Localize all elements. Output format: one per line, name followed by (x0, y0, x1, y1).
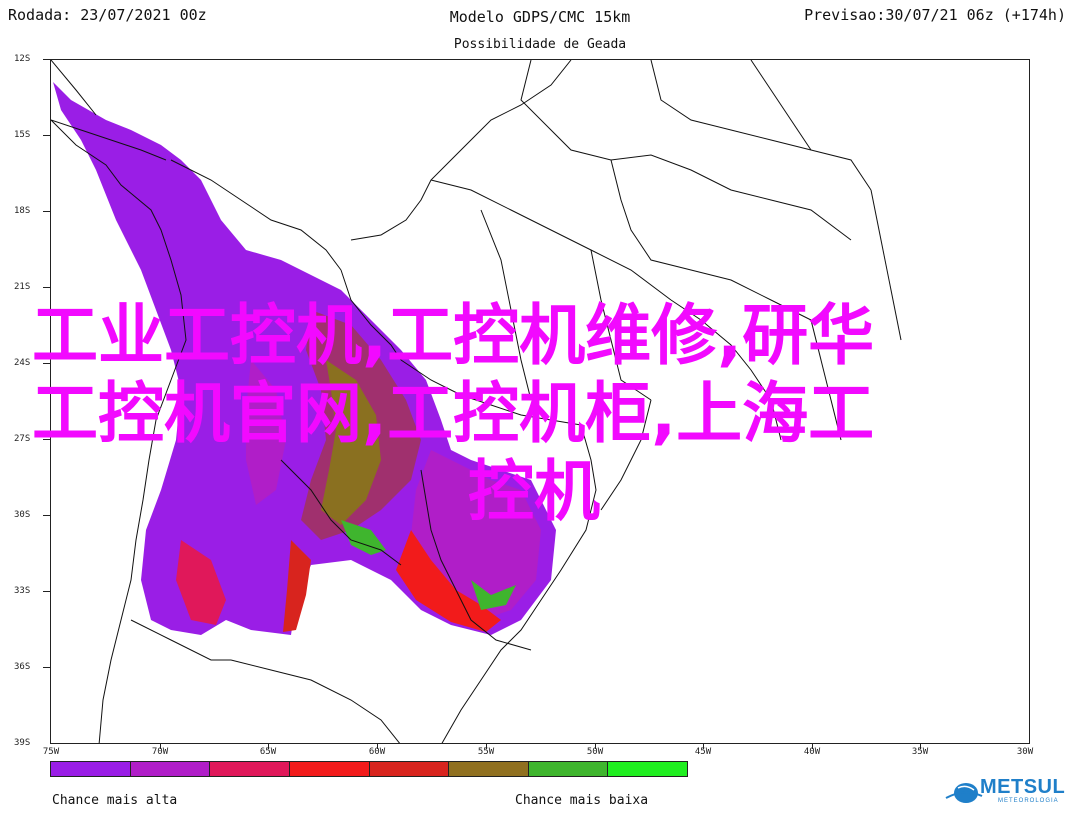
frost-probability-field (53, 82, 556, 635)
lat-tick (43, 211, 50, 212)
forecast-label: Previsao:30/07/21 06z (+174h) (804, 6, 1066, 24)
logo-name: METSUL (980, 776, 1066, 798)
lon-tick (703, 744, 704, 749)
lon-tick (486, 744, 487, 749)
color-scale-segment (289, 762, 370, 776)
lat-label: 33S (14, 586, 31, 596)
color-scale-bar (50, 761, 688, 777)
lon-label: 45W (694, 747, 712, 757)
lon-tick (920, 744, 921, 749)
model-label: Modelo GDPS/CMC 15km (449, 8, 631, 26)
legend-low-chance-label: Chance mais baixa (515, 793, 649, 808)
lat-label: 12S (14, 54, 31, 64)
watermark-line: 工业工控机,工控机维修,研华 (32, 297, 875, 374)
lat-tick (43, 515, 50, 516)
map-title: Possibilidade de Geada (453, 37, 627, 52)
logo-subtitle: METEOROLOGIA (998, 798, 1059, 804)
lat-label: 39S (14, 738, 31, 748)
lon-label: 75W (42, 747, 60, 757)
watermark-line: 工控机官网,工控机柜,上海工 (32, 375, 875, 452)
globe-icon (945, 783, 983, 803)
color-scale-segment (608, 762, 687, 776)
lon-tick (377, 744, 378, 749)
color-scale-segment (528, 762, 609, 776)
lon-label: 35W (911, 747, 929, 757)
lat-tick (43, 287, 50, 288)
lat-tick (43, 363, 50, 364)
lon-label: 65W (259, 747, 277, 757)
political-borders (51, 60, 902, 743)
watermark-line: 控机 (468, 453, 600, 530)
lat-label: 24S (14, 358, 31, 368)
lat-label: 30S (14, 510, 31, 520)
lat-tick (43, 59, 50, 60)
run-date-label: Rodada: 23/07/2021 00z (8, 6, 207, 24)
lat-label: 27S (14, 434, 31, 444)
lat-tick (43, 439, 50, 440)
map-canvas (51, 60, 902, 743)
lon-label: 50W (586, 747, 604, 757)
lat-tick (43, 667, 50, 668)
legend-high-chance-label: Chance mais alta (52, 793, 178, 808)
lat-label: 36S (14, 662, 31, 672)
metsul-logo: METSUL METEOROLOGIA (944, 776, 1066, 808)
color-scale-segment (130, 762, 211, 776)
lon-tick (595, 744, 596, 749)
lat-tick (43, 135, 50, 136)
color-scale-segment (51, 762, 131, 776)
color-scale-segment (449, 762, 529, 776)
lon-label: 60W (368, 747, 386, 757)
lat-label: 15S (14, 130, 31, 140)
lon-label: 55W (477, 747, 495, 757)
lon-tick (268, 744, 269, 749)
lon-tick (812, 744, 813, 749)
lon-label: 40W (803, 747, 821, 757)
color-scale-segment (369, 762, 450, 776)
lon-tick (160, 744, 161, 749)
map-area (50, 59, 1030, 744)
lon-label: 30W (1016, 747, 1034, 757)
color-scale-segment (210, 762, 290, 776)
lat-label: 21S (14, 282, 31, 292)
lat-label: 18S (14, 206, 31, 216)
lat-tick (43, 591, 50, 592)
lon-label: 70W (151, 747, 169, 757)
